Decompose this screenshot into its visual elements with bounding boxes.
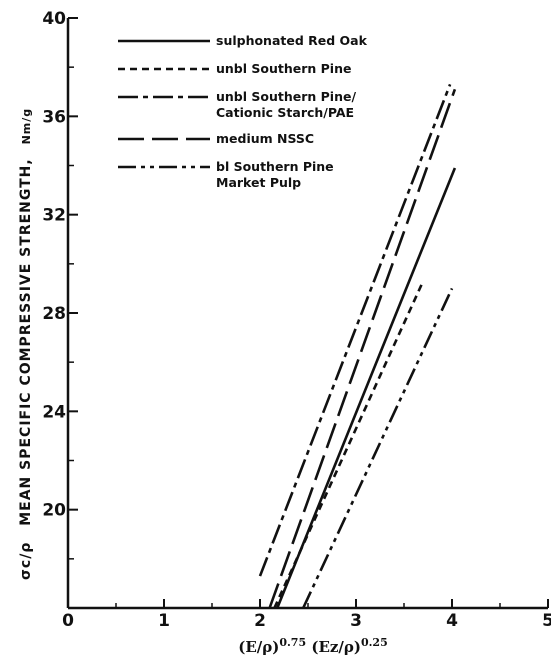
y-tick-label: 32 (42, 206, 66, 226)
x-tick-label: 1 (158, 611, 170, 631)
axis-tick-labels: 0 1 2 3 4 5 20 24 28 32 36 40 (42, 9, 551, 631)
legend-label-2: unbl Southern Pine (216, 61, 351, 76)
legend-label-4: medium NSSC (216, 131, 314, 146)
series-line-2 (273, 280, 425, 609)
series-line-4 (268, 88, 457, 609)
legend: sulphonated Red Oak unbl Southern Pine unb… (118, 33, 368, 190)
x-tick-label: 2 (254, 611, 266, 631)
y-axis-title: MEAN SPECIFIC COMPRESSIVE STRENGTH, (18, 158, 34, 526)
series-line-1 (276, 167, 457, 609)
y-tick-label: 36 (42, 107, 66, 127)
series-lines (258, 83, 457, 609)
y-axis-symbol: σc/ρ (18, 542, 34, 580)
y-tick-label: 20 (42, 501, 66, 521)
x-tick-label: 4 (446, 611, 458, 631)
series-line-5 (302, 287, 454, 609)
x-axis-title: (E/ρ)0.75 (Ez/ρ)0.25 (238, 636, 388, 656)
series-line-3 (258, 83, 452, 577)
x-tick-label: 0 (62, 611, 74, 631)
y-tick-label: 40 (42, 9, 66, 29)
svg-text:σc/ρ MEAN SPECIFIC COMPR: σc/ρ MEAN SPECIFIC COMPRESSIVE STRENGTH,… (18, 108, 34, 580)
x-tick-label: 5 (542, 611, 551, 631)
legend-label-5: bl Southern Pine (216, 159, 334, 174)
legend-label-3: Cationic Starch/PAE (216, 105, 354, 120)
legend-label-3: unbl Southern Pine/ (216, 89, 356, 104)
legend-label-1: sulphonated Red Oak (216, 33, 368, 48)
y-tick-label: 28 (42, 304, 66, 324)
legend-label-5: Market Pulp (216, 175, 301, 190)
y-axis-units: Nm/g (20, 108, 33, 145)
x-tick-label: 3 (350, 611, 362, 631)
y-tick-label: 24 (42, 402, 66, 422)
axis-ticks (67, 17, 549, 608)
y-axis-label: σc/ρ MEAN SPECIFIC COMPRESSIVE STRENGTH,… (18, 108, 34, 580)
